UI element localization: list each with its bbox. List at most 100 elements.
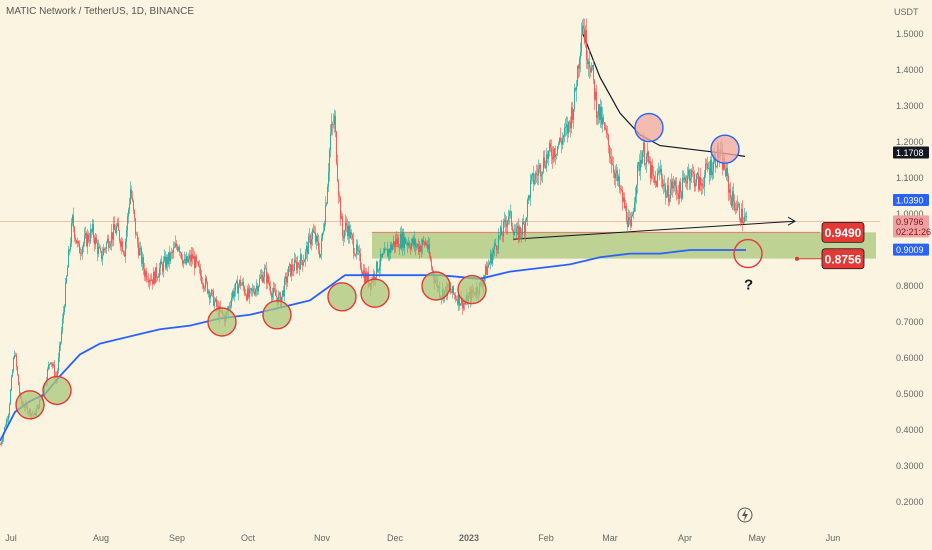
candle [694, 170, 695, 192]
candle [321, 233, 322, 260]
candle-body [87, 234, 88, 247]
candle-body [89, 240, 90, 242]
candle [487, 261, 488, 276]
candle-body [152, 279, 153, 285]
candle-body [699, 176, 700, 190]
candle-body [268, 274, 269, 283]
candle-body [564, 127, 565, 136]
candle-body [707, 163, 708, 169]
candle [605, 122, 606, 131]
candle-body [599, 104, 600, 120]
candle-body [491, 253, 492, 264]
candle [336, 130, 337, 166]
candle [564, 123, 565, 143]
candle [679, 180, 680, 205]
candle-body [249, 288, 250, 298]
candle [388, 248, 389, 261]
candle-body [144, 268, 145, 277]
candle [456, 295, 457, 302]
candle-body [422, 239, 423, 247]
candle [108, 234, 109, 252]
candle [395, 234, 396, 253]
candle-body [492, 253, 493, 264]
candle [352, 233, 353, 245]
price-axis[interactable]: USDT 0.2000 0.3000 0.4000 0.5000 0.6000 0.700… [894, 7, 924, 507]
candle [302, 259, 303, 272]
candle [61, 326, 62, 345]
candle-body [187, 256, 188, 262]
candle [85, 226, 86, 239]
candle [8, 413, 9, 424]
candle-body [173, 247, 174, 253]
candle [424, 240, 425, 248]
candle-body [65, 282, 66, 307]
candle-body [419, 245, 420, 253]
candle-body [614, 172, 615, 179]
candle-body [345, 222, 346, 231]
candle-body [488, 264, 489, 267]
candle-body [4, 427, 5, 433]
candle [686, 175, 687, 190]
candle [632, 211, 633, 217]
candle-body [276, 295, 277, 298]
candle-body [716, 166, 717, 168]
candle-body [554, 148, 555, 158]
candle-body [669, 199, 670, 202]
candle-body [567, 124, 568, 134]
candle [59, 341, 60, 362]
candle-body [279, 293, 280, 295]
candle [580, 42, 581, 73]
level-label: 0.9490 [821, 221, 865, 243]
candle-body [373, 273, 374, 282]
candle [194, 251, 195, 276]
candle-body [203, 284, 204, 288]
highlight-circle [15, 390, 45, 420]
candle-body [452, 286, 453, 293]
candle-body [568, 121, 569, 134]
candle [241, 282, 242, 286]
candle-body [273, 288, 274, 294]
candle [115, 224, 116, 234]
candle [377, 261, 378, 274]
candle-body [9, 404, 10, 416]
candle [359, 244, 360, 262]
price-tag: 1.1708 [893, 146, 929, 159]
candle [290, 263, 291, 278]
candle-body [101, 251, 102, 260]
candle-body [14, 355, 15, 359]
candle-body [60, 341, 61, 346]
candle-body [323, 230, 324, 233]
candle [0, 442, 1, 446]
candle [729, 183, 730, 201]
candle [66, 274, 67, 285]
candle [540, 162, 541, 186]
candle-body [213, 291, 214, 306]
time-axis[interactable]: Jul Aug Sep Oct Nov Dec 2023 Feb Mar Apr May Jun [5, 533, 840, 543]
candle [295, 254, 296, 264]
candle [735, 203, 736, 215]
candle-body [99, 246, 100, 249]
price-tag-bg [893, 243, 929, 256]
candle [310, 233, 311, 249]
candle-body [702, 183, 703, 187]
candle [178, 245, 179, 252]
candle-body [666, 195, 667, 198]
candle-body [265, 268, 266, 269]
candle [394, 241, 395, 254]
candle-body [204, 287, 205, 289]
candle [132, 190, 133, 203]
candle [386, 248, 387, 250]
candle [571, 102, 572, 134]
candle-body [726, 167, 727, 177]
candle [708, 162, 709, 170]
candle-body [106, 242, 107, 250]
candle [348, 220, 349, 244]
candle [345, 214, 346, 236]
candle [274, 282, 275, 293]
x-tick-label: 2023 [459, 533, 479, 543]
candle-body [295, 259, 296, 262]
candle [71, 218, 72, 248]
candle [542, 171, 543, 184]
lightning-icon[interactable] [737, 507, 753, 523]
